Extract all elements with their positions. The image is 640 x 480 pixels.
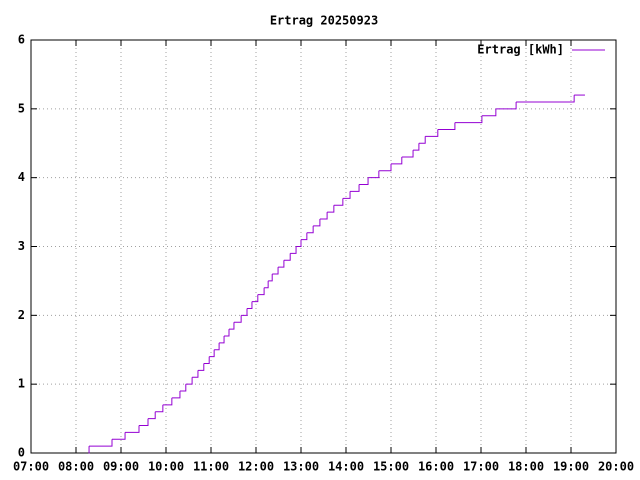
x-tick-label: 19:00 bbox=[553, 460, 589, 474]
step-segment bbox=[350, 184, 360, 192]
x-tick-label: 18:00 bbox=[508, 460, 544, 474]
step-segment bbox=[425, 129, 439, 137]
x-tick-label: 11:00 bbox=[193, 460, 229, 474]
step-segment bbox=[278, 260, 285, 268]
step-segment bbox=[155, 404, 164, 413]
y-tick-label: 6 bbox=[18, 33, 25, 47]
x-tick-label: 10:00 bbox=[148, 460, 184, 474]
step-segment bbox=[437, 122, 456, 130]
step-segment bbox=[219, 335, 225, 344]
step-segment bbox=[319, 212, 328, 220]
step-segment bbox=[192, 370, 199, 378]
step-segment bbox=[214, 342, 220, 351]
step-segment bbox=[359, 177, 369, 186]
step-segment bbox=[391, 157, 403, 165]
step-segment bbox=[203, 356, 210, 365]
x-tick-label: 20:00 bbox=[598, 460, 634, 474]
step-segment bbox=[112, 432, 126, 440]
step-segment bbox=[224, 329, 230, 337]
step-segment bbox=[290, 246, 297, 254]
step-segment bbox=[171, 391, 181, 399]
step-segment bbox=[301, 232, 308, 241]
step-segment bbox=[342, 191, 351, 199]
x-tick-label: 08:00 bbox=[58, 460, 94, 474]
step-segment bbox=[185, 377, 193, 385]
step-segment bbox=[454, 115, 483, 124]
x-tick-label: 07:00 bbox=[13, 460, 49, 474]
x-tick-label: 16:00 bbox=[418, 460, 454, 474]
step-segment bbox=[179, 384, 187, 392]
x-tick-label: 13:00 bbox=[283, 460, 319, 474]
step-segment bbox=[333, 198, 344, 206]
step-segment bbox=[368, 170, 380, 179]
step-segment bbox=[283, 253, 291, 261]
step-segment bbox=[148, 411, 156, 420]
step-segment bbox=[413, 143, 420, 151]
step-segment bbox=[125, 425, 140, 433]
step-segment bbox=[268, 274, 273, 282]
step-segment bbox=[401, 150, 414, 158]
step-segment bbox=[495, 101, 517, 110]
x-tick-label: 15:00 bbox=[373, 460, 409, 474]
step-segment bbox=[264, 280, 269, 289]
step-segment bbox=[516, 95, 575, 103]
x-tick-label: 09:00 bbox=[103, 460, 139, 474]
step-segment bbox=[139, 418, 149, 426]
step-segment bbox=[327, 205, 335, 213]
step-segment bbox=[247, 301, 253, 309]
plot-border bbox=[30, 39, 617, 454]
step-segment bbox=[272, 267, 279, 275]
step-segment bbox=[233, 315, 242, 323]
x-tick-label: 14:00 bbox=[328, 460, 364, 474]
y-tick-label: 0 bbox=[18, 446, 25, 460]
step-segment bbox=[209, 349, 215, 358]
step-segment bbox=[162, 397, 173, 406]
step-segment bbox=[306, 225, 314, 234]
y-tick-label: 5 bbox=[18, 101, 25, 115]
step-segment bbox=[197, 363, 205, 371]
y-tick-label: 3 bbox=[18, 239, 25, 253]
step-segment bbox=[313, 218, 321, 227]
step-segment bbox=[296, 239, 302, 247]
step-segment bbox=[89, 439, 113, 447]
legend-label: Ertrag [kWh] bbox=[477, 43, 564, 57]
step-segment bbox=[251, 294, 259, 303]
step-segment bbox=[418, 136, 426, 144]
y-tick-label: 4 bbox=[18, 170, 25, 184]
x-tick-label: 12:00 bbox=[238, 460, 274, 474]
y-tick-label: 1 bbox=[18, 377, 25, 391]
step-segment bbox=[229, 322, 235, 330]
step-segment bbox=[241, 308, 248, 316]
step-segment bbox=[481, 108, 497, 117]
x-tick-label: 17:00 bbox=[463, 460, 499, 474]
chart-title: Ertrag 20250923 bbox=[270, 14, 378, 28]
y-tick-label: 2 bbox=[18, 308, 25, 322]
step-segment bbox=[257, 287, 265, 296]
step-segment bbox=[378, 163, 392, 172]
